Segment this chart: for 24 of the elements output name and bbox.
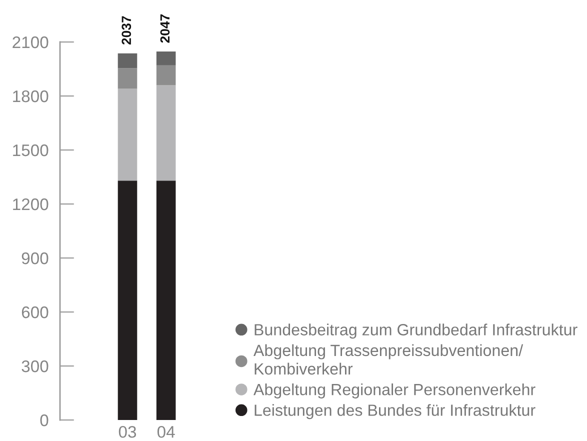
- x-tick-label: 03: [118, 426, 136, 438]
- y-tick-label: 900: [22, 252, 48, 264]
- legend-label: Leistungen des Bundes für Infrastruktur: [254, 404, 536, 420]
- y-tick-label: 0: [40, 414, 48, 426]
- y-tick-label: 300: [22, 360, 48, 372]
- y-tick-label: 1200: [13, 198, 48, 210]
- total-label: 2047: [160, 14, 170, 43]
- x-tick-label: 04: [157, 426, 175, 438]
- bar: [118, 88, 138, 181]
- legend-label: Abgeltung Regionaler Personenverkehr: [254, 383, 536, 398]
- total-label: 2037: [122, 16, 132, 45]
- bar: [118, 68, 138, 89]
- bar: [156, 180, 176, 420]
- y-tick-label: 600: [22, 306, 48, 318]
- legend-label: Bundesbeitrag zum Grundbedarf Infrastruktur: [254, 324, 578, 339]
- y-tick-label: 1500: [13, 144, 48, 156]
- bar: [118, 180, 138, 420]
- bar: [156, 65, 176, 86]
- bar: [156, 52, 176, 66]
- bar: [118, 53, 138, 68]
- y-tick-label: 1800: [13, 90, 48, 102]
- y-tick-label: 2100: [12, 36, 48, 48]
- legend-label: Abgeltung Trassenpreissubventionen/ Kombiverkehr: [254, 344, 524, 375]
- bar: [156, 85, 176, 181]
